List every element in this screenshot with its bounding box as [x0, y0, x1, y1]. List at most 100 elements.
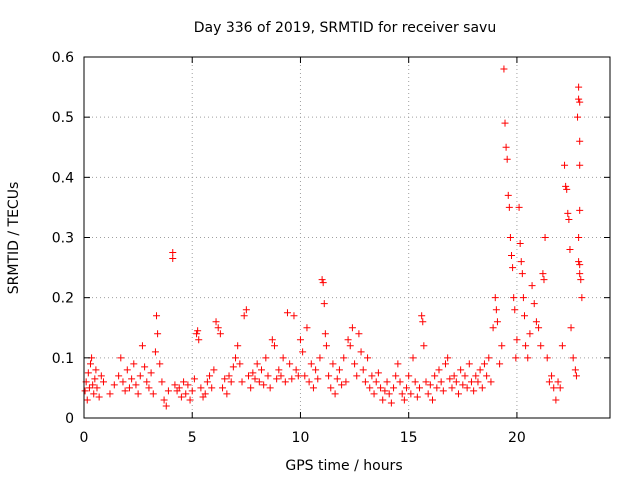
data-point — [214, 324, 222, 332]
data-point — [444, 354, 452, 362]
data-point — [416, 384, 424, 392]
data-point — [576, 137, 584, 145]
data-point — [262, 354, 270, 362]
data-point — [385, 390, 393, 398]
data-point — [197, 384, 205, 392]
data-point — [361, 378, 369, 386]
data-point — [314, 375, 322, 383]
data-point — [128, 375, 136, 383]
data-point — [576, 270, 584, 278]
axis-ticks: 0 0.1 0.2 0.3 0.4 0.5 0.6 0 5 10 15 20 — [52, 50, 610, 446]
data-point — [545, 378, 553, 386]
data-point — [526, 330, 534, 338]
data-point — [212, 318, 220, 326]
data-point — [290, 312, 298, 320]
data-point — [275, 366, 283, 374]
data-point — [117, 354, 125, 362]
data-point — [485, 354, 493, 362]
data-point — [392, 372, 400, 380]
data-point — [236, 360, 244, 368]
data-point — [405, 372, 413, 380]
data-point — [537, 342, 545, 350]
data-point — [518, 270, 526, 278]
data-point — [516, 240, 524, 248]
data-point — [424, 390, 432, 398]
data-point — [242, 306, 250, 314]
data-point — [419, 318, 427, 326]
data-point — [115, 372, 123, 380]
data-point — [86, 360, 94, 368]
data-point — [491, 294, 499, 302]
data-point — [164, 387, 172, 395]
data-point — [81, 387, 89, 395]
data-point — [530, 300, 538, 308]
data-point — [387, 399, 395, 407]
data-point — [379, 396, 387, 404]
data-point — [301, 372, 309, 380]
data-point — [505, 203, 513, 211]
data-point — [461, 372, 469, 380]
data-point — [476, 366, 484, 374]
data-point — [296, 336, 304, 344]
data-point — [97, 372, 105, 380]
data-point — [99, 378, 107, 386]
data-point — [268, 336, 276, 344]
data-point — [249, 369, 257, 377]
data-point — [576, 261, 584, 269]
data-point — [541, 234, 549, 241]
data-point — [446, 375, 454, 383]
data-point — [556, 384, 564, 392]
data-point — [169, 255, 177, 263]
chart-title: Day 336 of 2019, SRMTID for receiver sav… — [194, 20, 496, 36]
data-point — [106, 390, 114, 398]
data-point — [134, 390, 142, 398]
data-point — [459, 381, 467, 389]
data-point — [175, 384, 183, 392]
data-point — [394, 360, 402, 368]
data-point — [562, 182, 570, 190]
data-point — [575, 234, 583, 241]
data-point — [89, 381, 97, 389]
data-point — [193, 330, 201, 338]
data-point — [558, 342, 566, 350]
data-point — [143, 378, 151, 386]
data-point — [370, 390, 378, 398]
data-point — [348, 324, 356, 332]
data-point — [225, 372, 233, 380]
data-point — [219, 384, 227, 392]
x-tick-label: 10 — [292, 430, 310, 446]
data-point — [448, 384, 456, 392]
data-point — [95, 393, 103, 401]
data-point — [158, 378, 166, 386]
data-point — [83, 396, 91, 404]
data-point — [426, 381, 434, 389]
data-point — [153, 312, 161, 320]
data-point — [463, 384, 471, 392]
data-points — [81, 65, 586, 410]
data-point — [381, 387, 389, 395]
data-point — [572, 372, 580, 380]
data-point — [487, 378, 495, 386]
data-point — [522, 342, 530, 350]
data-point — [344, 336, 352, 344]
x-tick-label: 0 — [80, 430, 89, 446]
data-point — [273, 375, 281, 383]
data-point — [450, 372, 458, 380]
data-point — [500, 65, 508, 73]
data-point — [503, 155, 511, 163]
data-point — [201, 390, 209, 398]
data-point — [563, 185, 571, 193]
data-point — [374, 369, 382, 377]
data-point — [420, 342, 428, 350]
data-point — [305, 378, 313, 386]
data-point — [162, 402, 170, 410]
data-point — [528, 282, 536, 290]
data-point — [125, 384, 133, 392]
x-tick-label: 20 — [508, 430, 526, 446]
data-point — [403, 384, 411, 392]
data-point — [493, 318, 501, 326]
data-point — [206, 372, 214, 380]
data-point — [316, 354, 324, 362]
data-point — [498, 342, 506, 350]
data-point — [571, 366, 579, 374]
